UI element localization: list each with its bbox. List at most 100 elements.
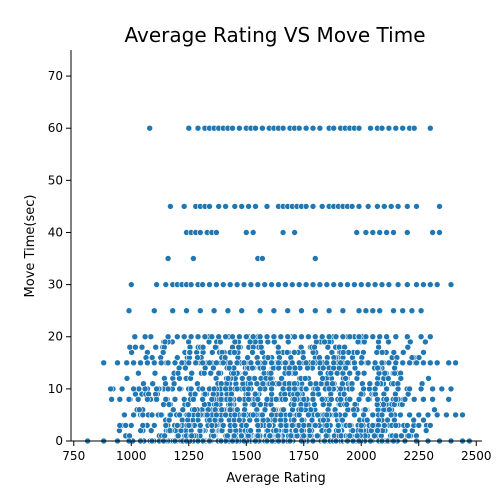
data-point [116,395,124,403]
data-point [183,307,190,315]
data-point [263,203,271,210]
data-point [167,411,174,419]
data-point [180,395,188,403]
data-point [215,369,223,377]
data-point [151,307,158,315]
data-point [376,307,384,315]
data-point [257,401,264,408]
data-point [288,281,296,288]
data-point [284,333,292,341]
data-point [176,411,183,419]
data-point [378,281,386,288]
data-point [249,229,257,236]
data-point [174,432,182,440]
data-point [353,229,361,236]
data-point [277,411,285,419]
data-point [166,427,174,434]
data-point [249,411,257,419]
data-point [369,422,377,429]
data-point [406,385,413,393]
data-point [197,422,204,429]
data-point [398,432,405,440]
data-point [351,411,358,419]
data-point [224,375,232,382]
data-point [128,281,135,288]
data-point [285,385,293,393]
data-point [302,385,310,393]
data-point [162,422,170,429]
data-point [179,406,187,414]
data-point [378,359,386,367]
data-point [300,395,308,403]
data-point [390,307,397,315]
data-point [250,401,258,408]
data-point [314,411,321,419]
data-point [301,375,309,382]
data-point [362,307,370,315]
data-point [169,307,176,315]
data-point [355,307,363,315]
data-point [302,203,310,210]
data-point [369,229,377,236]
data-point [271,416,279,424]
data-point [342,375,349,382]
data-point [452,411,459,419]
data-point [185,124,193,132]
data-point [161,338,169,346]
data-point [417,333,425,341]
data-point [245,203,252,210]
data-point [429,385,436,393]
data-point [422,427,430,434]
data-point [337,281,344,288]
data-point [376,333,384,341]
data-point [385,281,393,288]
data-point [261,406,269,414]
data-point [280,406,287,414]
data-point [314,385,321,393]
data-point [125,307,133,315]
data-point [199,395,206,403]
data-point [295,281,303,288]
data-point [357,359,365,367]
data-point [364,395,372,403]
data-point [385,124,393,132]
data-point [309,124,317,132]
y-axis-ticks: 0 10 20 30 40 50 60 70 [48,69,71,448]
data-point [174,422,181,429]
data-point [208,333,216,341]
data-point [392,359,400,367]
data-point [309,359,317,367]
data-point [302,281,310,288]
data-point [360,411,367,419]
data-point [199,281,206,288]
data-point [131,333,139,341]
data-point [355,124,363,132]
data-point [213,281,220,288]
data-point [261,281,269,288]
data-point [224,307,232,315]
data-point [100,359,107,367]
data-point [415,411,423,419]
data-point [236,416,243,424]
data-point [222,385,229,393]
data-point [415,354,423,361]
data-point [378,349,386,356]
data-point [288,359,296,367]
data-point [282,359,289,367]
data-point [170,380,178,388]
data-point [323,422,331,429]
data-point [134,395,142,403]
data-point [397,375,405,382]
data-point [268,411,275,419]
data-point [252,390,259,398]
data-point [108,395,115,403]
data-point [420,395,427,403]
data-point [426,422,434,429]
data-point [138,343,146,351]
data-point [210,385,218,393]
data-point [277,422,285,429]
x-tick-label: 2250 [403,449,434,463]
data-point [369,333,377,341]
data-point [323,411,331,419]
data-point [220,422,227,429]
